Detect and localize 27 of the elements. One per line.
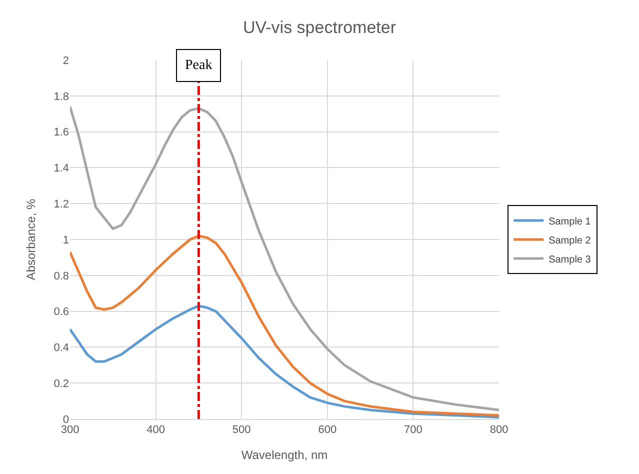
x-tick-label: 300	[60, 424, 80, 436]
x-axis-title: Wavelength, nm	[241, 448, 328, 462]
x-tick-label: 400	[146, 424, 165, 436]
line-series	[70, 304, 499, 418]
y-tick-label: 0.6	[54, 306, 69, 318]
y-tick-label: 0.2	[54, 378, 69, 390]
chart-title: UV-vis spectrometer	[242, 18, 396, 38]
x-tick-label: 600	[318, 424, 337, 436]
x-tick-label: 700	[404, 424, 422, 436]
legend-label: Sample 3	[548, 254, 592, 266]
y-tick-label: 1.2	[54, 198, 69, 210]
y-tick-label: 0.8	[54, 270, 69, 282]
y-tick-label: 0	[62, 414, 69, 426]
y-tick-label: 1.8	[54, 90, 69, 103]
y-tick-label: 1.4	[54, 162, 69, 175]
x-tick-label: 500	[232, 424, 251, 436]
y-tick-label: 0.4	[54, 342, 69, 354]
legend-label: Sample 2	[548, 235, 592, 246]
y-tick-label: 2	[62, 54, 69, 67]
legend-label: Sample 1	[548, 216, 592, 228]
line-series	[70, 105, 499, 412]
y-tick-label: 1.6	[54, 126, 69, 139]
ref-line-label: Peak	[185, 58, 212, 73]
line-series	[70, 234, 499, 417]
y-tick-label: 1	[62, 234, 69, 246]
y-axis-title: Absorbance, %	[24, 198, 38, 280]
x-tick-label: 800	[490, 424, 508, 436]
